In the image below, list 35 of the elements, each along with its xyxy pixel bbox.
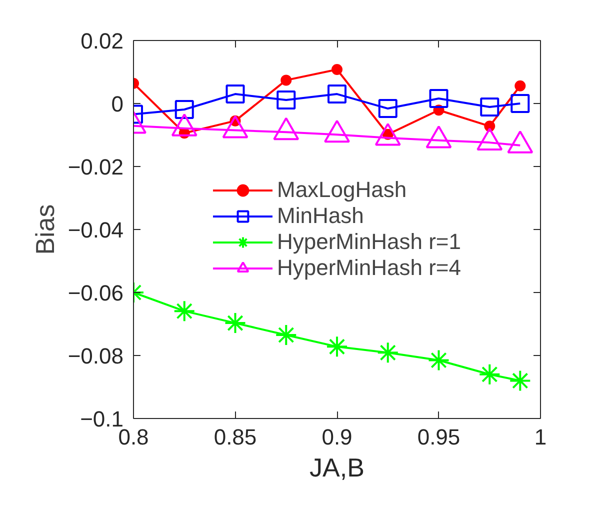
point: [276, 90, 296, 110]
point: [280, 74, 292, 86]
y-tick-label: −0.04: [68, 218, 124, 242]
y-tick-label: 0: [111, 92, 124, 116]
point: [226, 84, 245, 104]
y-axis-title: Bias: [30, 204, 60, 255]
point: [224, 312, 246, 334]
point: [478, 363, 501, 386]
point: [332, 64, 342, 75]
point: [480, 97, 500, 116]
x-tick-label: 1: [534, 424, 547, 450]
point: [328, 84, 346, 104]
y-tick-label: 0.02: [80, 28, 124, 54]
point: [275, 324, 298, 346]
point: [173, 300, 196, 322]
y-tick-label: −0.08: [68, 344, 124, 368]
point: [510, 94, 530, 113]
point: [174, 100, 194, 119]
legend-label: MinHash: [276, 203, 364, 229]
point: [428, 349, 450, 372]
legend-label: MaxLogHash: [276, 177, 407, 203]
y-tick-label: −0.06: [68, 280, 124, 306]
point: [514, 80, 526, 92]
legend-label: HyperMinHash r=1: [276, 229, 462, 255]
point: [509, 370, 532, 392]
point: [378, 99, 398, 118]
point: [376, 342, 399, 364]
x-axis-title: JA,B: [310, 452, 364, 482]
point: [429, 88, 448, 108]
x-tick-label: 0.9: [322, 424, 352, 450]
x-tick-label: 0.85: [214, 424, 257, 450]
x-tick-label: 0.95: [417, 424, 460, 450]
y-tick-label: −0.02: [68, 154, 124, 180]
point: [326, 336, 348, 358]
legend-label: HyperMinHash r=4: [276, 255, 462, 281]
